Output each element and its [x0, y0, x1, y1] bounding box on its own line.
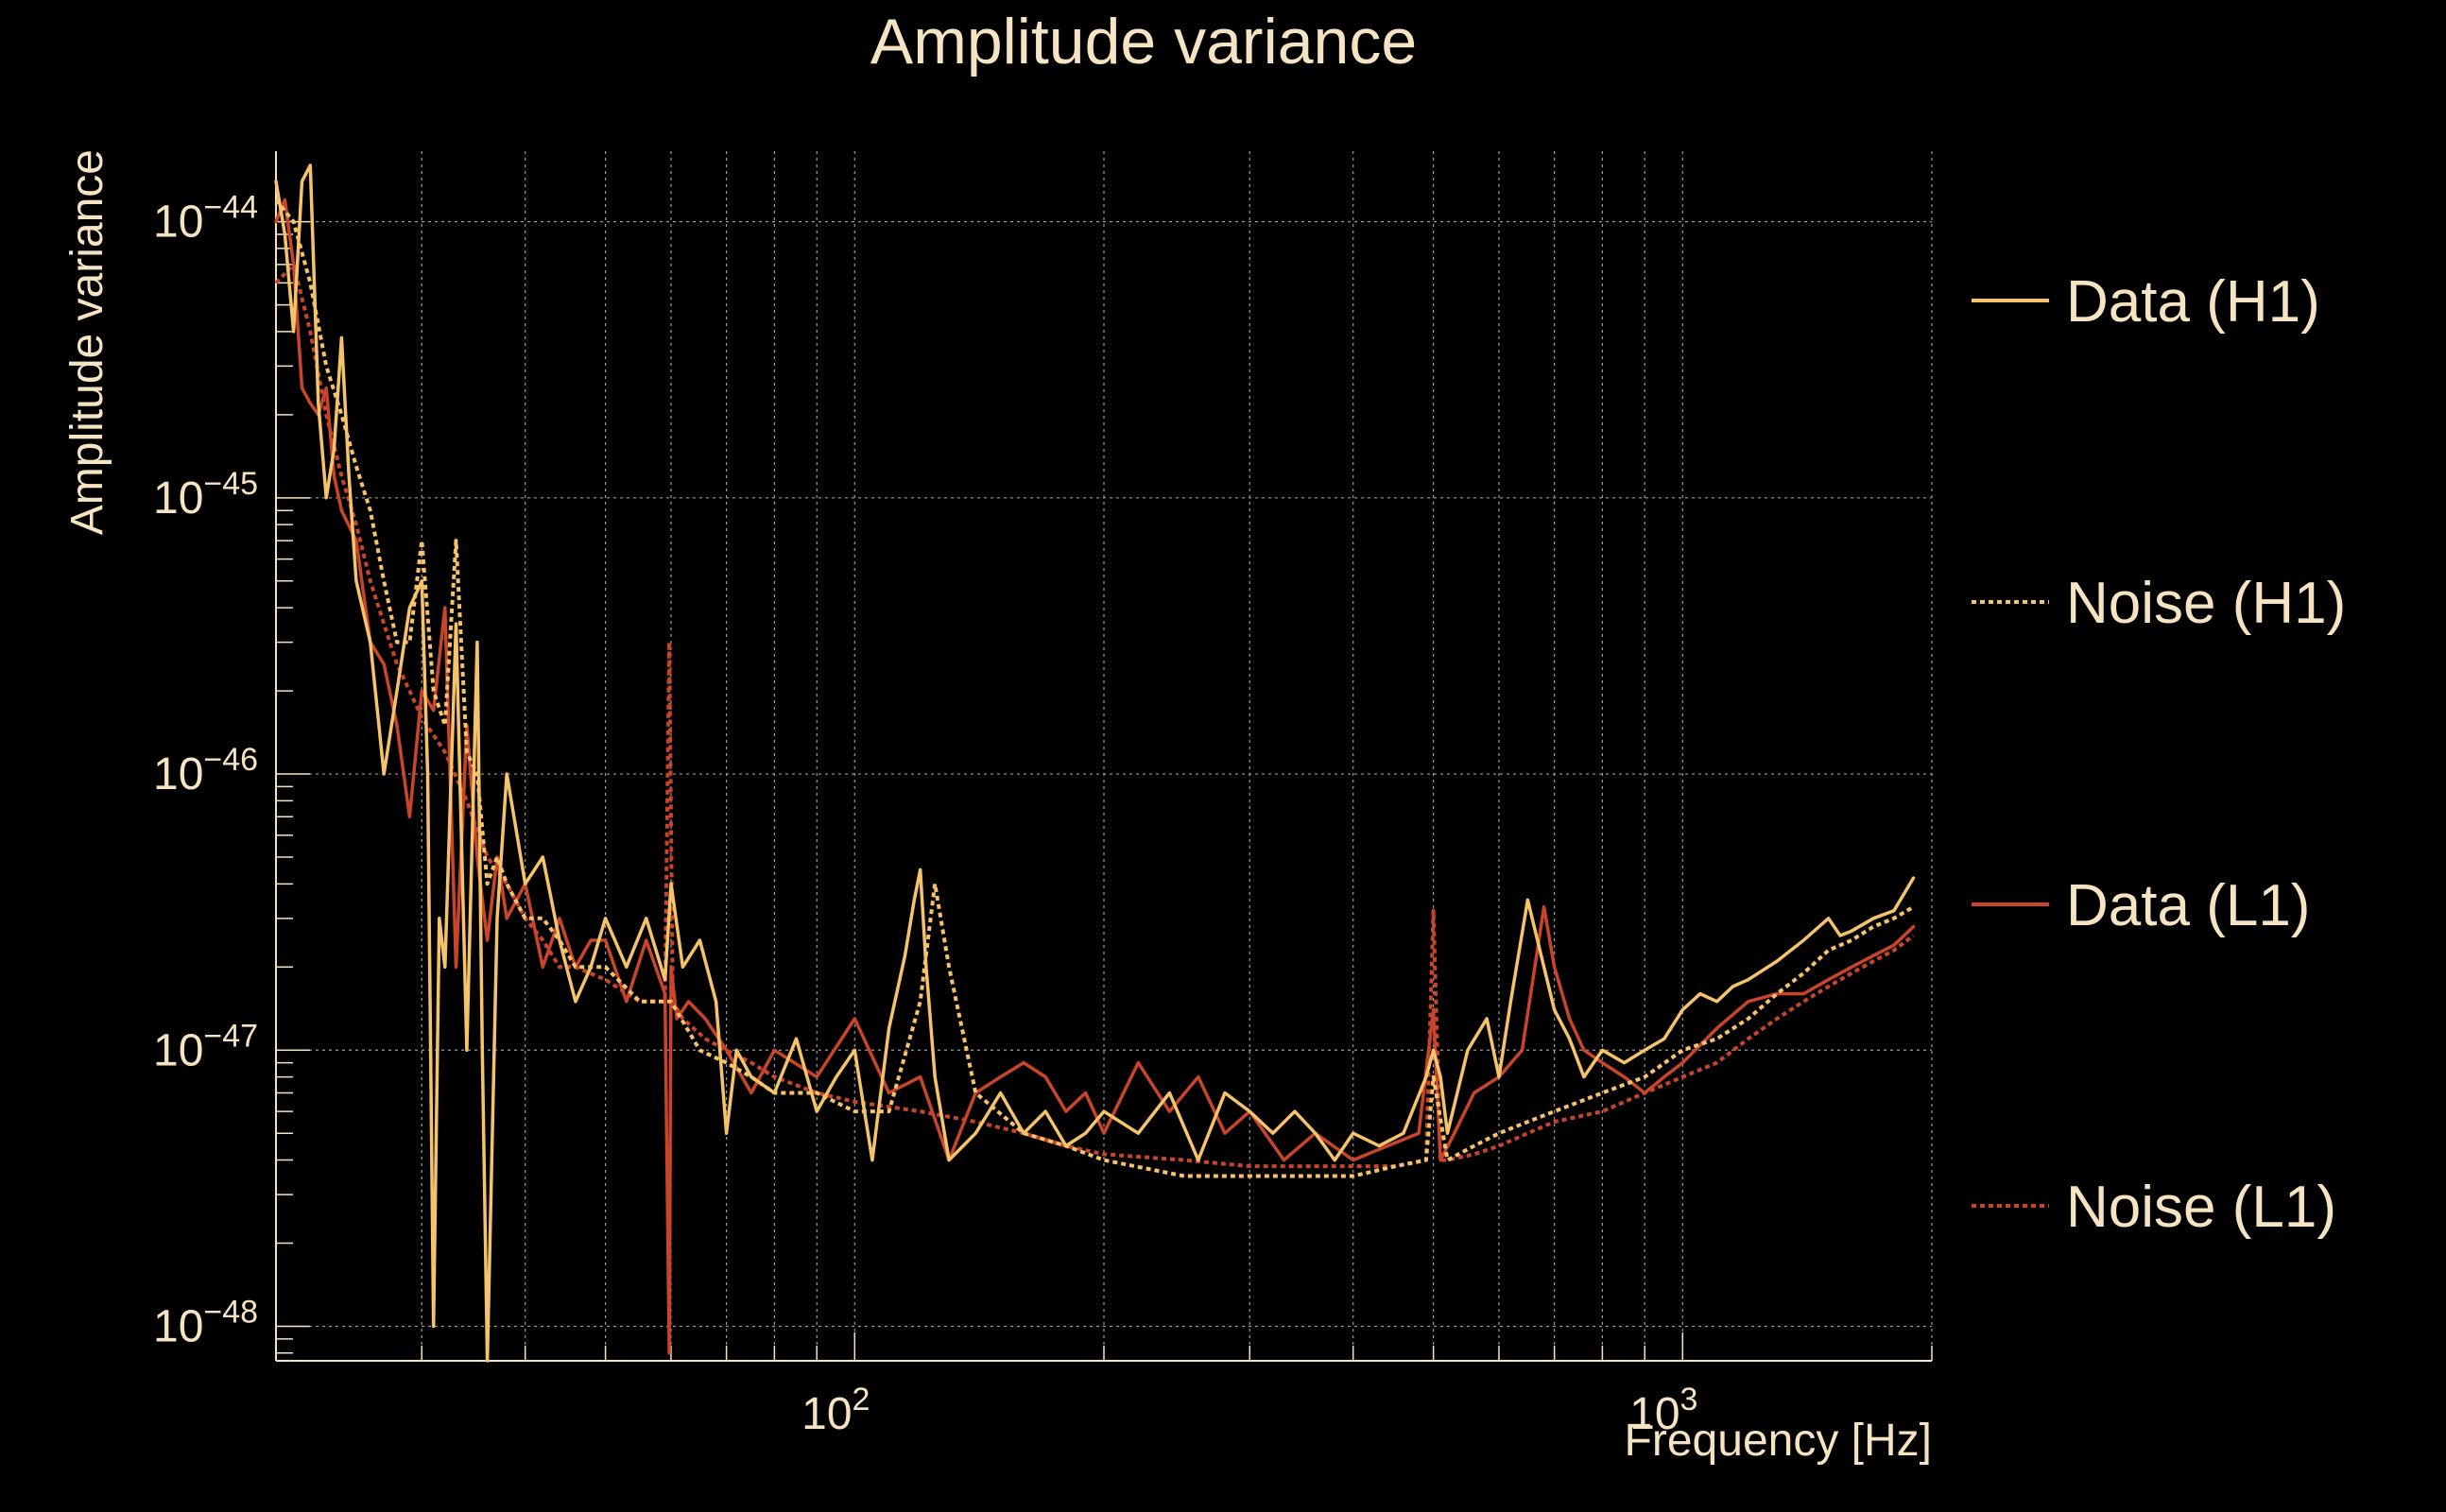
axes — [275, 151, 1933, 1362]
y-tick-label: 10−47 — [153, 1018, 258, 1075]
series-line-2 — [274, 198, 1915, 1178]
legend-label: Data (H1) — [2066, 269, 2320, 335]
y-tick-label: 10−45 — [153, 466, 258, 524]
y-tick-label: 10−46 — [153, 742, 258, 799]
chart-title: Amplitude variance — [870, 6, 1417, 77]
grid — [275, 151, 1933, 1361]
y-tick-label: 10−48 — [153, 1294, 258, 1351]
tick-labels: 10−44 10−45 10−46 10−47 10−48 102 103 — [153, 190, 1697, 1439]
x-tick-label: 103 — [1629, 1382, 1697, 1439]
y-axis-label: Amplitude variance — [62, 149, 112, 535]
x-axis-label: Frequency [Hz] — [1625, 1416, 1932, 1466]
series-line-4 — [274, 262, 1915, 1169]
y-tick-label: 10−44 — [153, 190, 258, 248]
legend: Data (H1) Noise (H1) Data (L1) Noise (L1) — [1972, 269, 2346, 1240]
series-line-1 — [274, 163, 1916, 1363]
legend-label: Data (L1) — [2066, 873, 2310, 938]
legend-label: Noise (L1) — [2066, 1175, 2336, 1240]
legend-label: Noise (H1) — [2066, 571, 2346, 636]
x-tick-label: 102 — [801, 1382, 870, 1439]
series-layer — [274, 163, 1916, 1363]
